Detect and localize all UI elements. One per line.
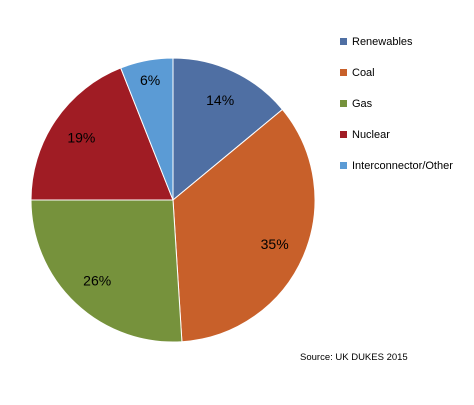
legend-label: Coal (352, 67, 375, 79)
data-labels-layer: 14% 35% 26% 19% 6% (67, 72, 288, 289)
legend-swatch (340, 131, 347, 138)
legend-item-nuclear: Nuclear (340, 129, 390, 141)
legend-swatch (340, 38, 347, 45)
legend-swatch (340, 162, 347, 169)
data-label-nuclear: 19% (67, 130, 95, 146)
legend-label: Nuclear (352, 129, 390, 141)
legend-swatch (340, 69, 347, 76)
pie-slice-renewables (172, 57, 284, 202)
pie-slice-nuclear (30, 67, 174, 201)
slices-layer (30, 57, 316, 343)
legend-label: Gas (352, 98, 373, 110)
legend-item-gas: Gas (340, 98, 373, 110)
legend-item-renewables: Renewables (340, 36, 413, 48)
legend-item-interconnector-other: Interconnector/Other (340, 160, 453, 172)
pie-slice-interconnector-other (120, 57, 174, 201)
pie-slice-gas (30, 199, 183, 343)
legend-swatch (340, 100, 347, 107)
source-note: Source: UK DUKES 2015 (300, 352, 408, 363)
pie-slice-coal (172, 108, 316, 343)
legend-label: Interconnector/Other (352, 160, 453, 172)
data-label-coal: 35% (261, 236, 289, 252)
data-label-renewables: 14% (206, 92, 234, 108)
data-label-gas: 26% (83, 273, 111, 289)
data-label-interconnector-other: 6% (140, 72, 160, 88)
legend-item-coal: Coal (340, 67, 375, 79)
legend-label: Renewables (352, 36, 413, 48)
legend: Renewables Coal Gas Nuclear Interconnector/O… (340, 36, 453, 172)
